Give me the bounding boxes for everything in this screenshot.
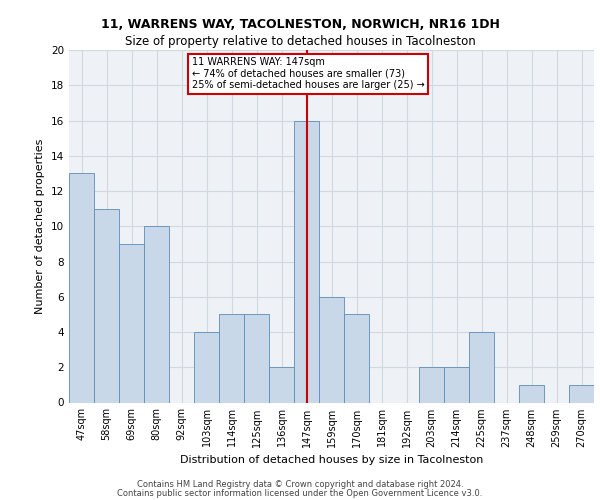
- Text: 11, WARRENS WAY, TACOLNESTON, NORWICH, NR16 1DH: 11, WARRENS WAY, TACOLNESTON, NORWICH, N…: [101, 18, 499, 30]
- Bar: [469, 332, 494, 402]
- Bar: [94, 208, 119, 402]
- Bar: [69, 174, 94, 402]
- Bar: [244, 314, 269, 402]
- Bar: [144, 226, 169, 402]
- Bar: [419, 367, 444, 402]
- Text: Contains HM Land Registry data © Crown copyright and database right 2024.: Contains HM Land Registry data © Crown c…: [137, 480, 463, 489]
- Bar: [319, 297, 344, 403]
- Y-axis label: Number of detached properties: Number of detached properties: [35, 138, 46, 314]
- Bar: [194, 332, 219, 402]
- Bar: [219, 314, 244, 402]
- Bar: [519, 385, 544, 402]
- Text: Size of property relative to detached houses in Tacolneston: Size of property relative to detached ho…: [125, 35, 475, 48]
- Text: Contains public sector information licensed under the Open Government Licence v3: Contains public sector information licen…: [118, 488, 482, 498]
- Bar: [569, 385, 594, 402]
- Bar: [344, 314, 369, 402]
- Bar: [269, 367, 294, 402]
- Bar: [444, 367, 469, 402]
- Text: 11 WARRENS WAY: 147sqm
← 74% of detached houses are smaller (73)
25% of semi-det: 11 WARRENS WAY: 147sqm ← 74% of detached…: [191, 57, 424, 90]
- Bar: [294, 120, 319, 402]
- Bar: [119, 244, 144, 402]
- X-axis label: Distribution of detached houses by size in Tacolneston: Distribution of detached houses by size …: [180, 455, 483, 465]
